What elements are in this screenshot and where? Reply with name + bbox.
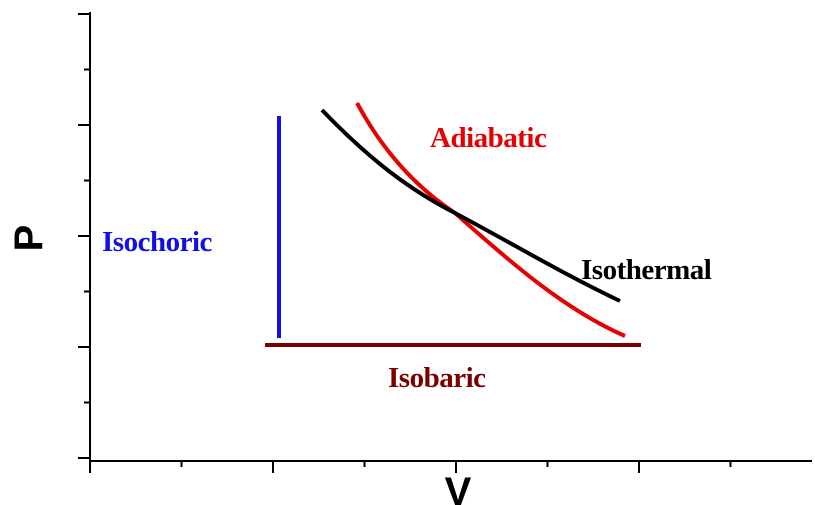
x-axis-label: V <box>445 470 472 505</box>
adiabatic-label: Adiabatic <box>430 122 547 154</box>
isochoric-label: Isochoric <box>102 226 213 258</box>
y-axis-label: P <box>7 225 51 252</box>
isothermal-label: Isothermal <box>581 254 712 286</box>
axis-ticks <box>78 13 732 473</box>
isothermal-curve <box>320 108 621 303</box>
axes <box>78 12 812 473</box>
isobaric-label: Isobaric <box>388 362 486 394</box>
